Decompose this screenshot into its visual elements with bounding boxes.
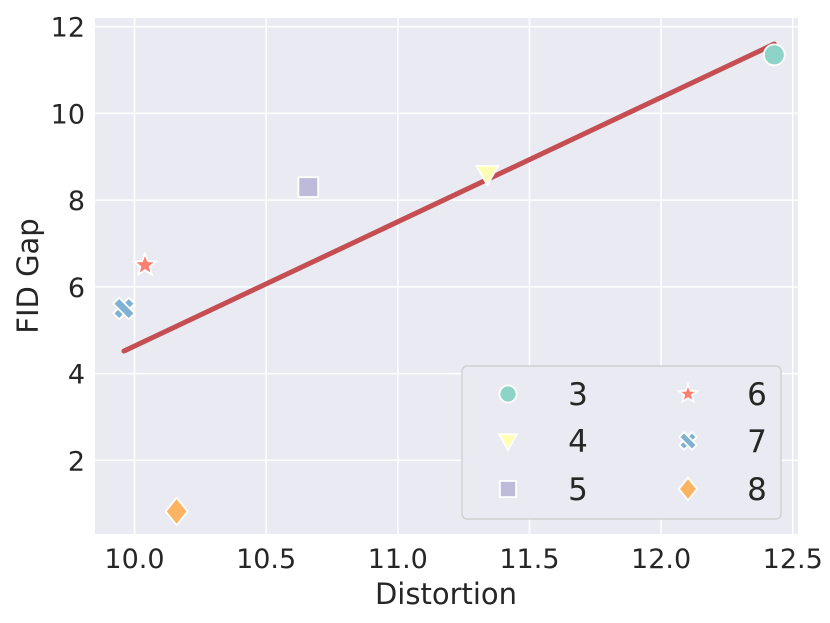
fit-line-layer [121, 41, 777, 354]
y-tick-labels: 2 4 6 8 10 12 [51, 13, 85, 478]
legend-marker-4 [497, 433, 519, 452]
point-8 [164, 496, 189, 527]
x-tick-label: 10.5 [236, 544, 296, 575]
legend-box [461, 365, 782, 520]
y-axis-label: FID Gap [11, 218, 45, 333]
legend-label: 7 [747, 424, 767, 460]
legend-label: 5 [568, 472, 588, 508]
point-6 [131, 251, 159, 277]
x-axis-label: Distortion [375, 577, 517, 611]
x-tick-label: 10.0 [104, 544, 164, 575]
legend-marker-3 [498, 384, 518, 404]
x-marker-arm [677, 430, 699, 452]
y-tick-label: 10 [51, 99, 85, 130]
legend-marker-6 [676, 382, 700, 404]
y-tick-label: 6 [68, 273, 85, 304]
point-3 [762, 43, 786, 67]
y-tick-label: 4 [68, 360, 85, 391]
data-points [111, 43, 786, 527]
point-7 [111, 296, 136, 321]
legend-marker-8 [677, 476, 699, 502]
point-5 [297, 176, 320, 198]
y-tick-label: 2 [68, 446, 85, 477]
x-tick-labels: 10.0 10.5 11.0 11.5 12.0 12.5 [104, 544, 822, 575]
x-marker-arm [111, 296, 136, 321]
x-tick-label: 12.5 [763, 544, 823, 575]
x-tick-label: 11.0 [368, 544, 428, 575]
point-4 [474, 164, 500, 187]
legend: 3 4 5 6 7 8 [461, 365, 782, 520]
legend-label: 4 [568, 424, 588, 460]
x-tick-label: 11.5 [499, 544, 559, 575]
legend-label: 6 [747, 377, 767, 413]
x-tick-label: 12.0 [631, 544, 691, 575]
legend-marker-7 [677, 430, 699, 452]
legend-marker-5 [498, 479, 517, 498]
y-tick-label: 8 [68, 186, 85, 217]
y-tick-label: 12 [51, 13, 85, 44]
fit-line [121, 41, 777, 354]
legend-label: 3 [568, 377, 588, 413]
legend-label: 8 [747, 472, 767, 508]
